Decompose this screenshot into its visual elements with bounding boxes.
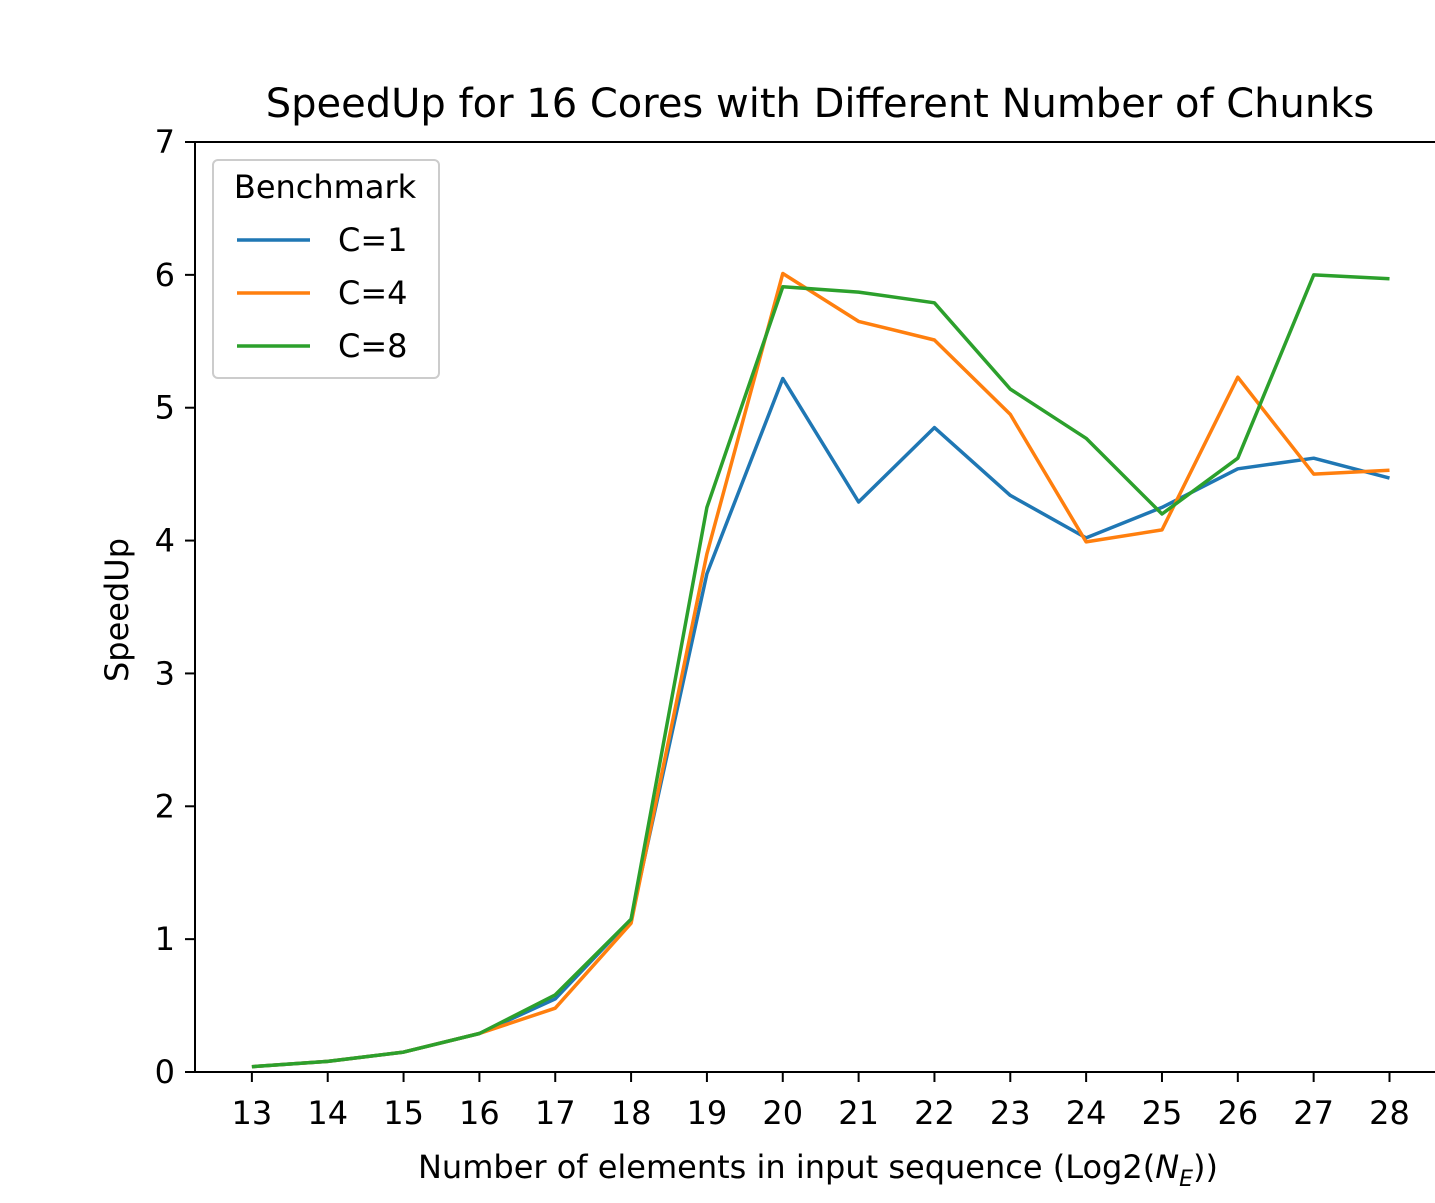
x-tick-label: 27 (1293, 1094, 1334, 1132)
x-tick-label: 22 (914, 1094, 955, 1132)
x-tick-label: 18 (611, 1094, 652, 1132)
y-axis-label: SpeedUp (98, 538, 136, 682)
y-tick-label: 6 (155, 256, 175, 294)
y-tick-label: 2 (155, 787, 175, 825)
x-axis-label-variable: N (1155, 1148, 1179, 1186)
legend-title: Benchmark (234, 168, 417, 206)
x-axis-label: Number of elements in input sequence (Lo… (418, 1148, 1218, 1192)
series-line-c-8 (251, 273, 1390, 1069)
x-tick-label: 25 (1142, 1094, 1183, 1132)
y-tick-label: 3 (155, 654, 175, 692)
x-tick-label: 28 (1369, 1094, 1410, 1132)
x-tick-label: 16 (459, 1094, 500, 1132)
x-tick-label: 17 (535, 1094, 576, 1132)
x-tick-label: 13 (232, 1094, 273, 1132)
x-tick-label: 24 (1066, 1094, 1107, 1132)
y-tick-label: 4 (155, 522, 175, 560)
legend: Benchmark C=1 C=4 C=8 (212, 159, 440, 379)
x-tick-label: 15 (383, 1094, 424, 1132)
x-axis-label-suffix: )) (1193, 1148, 1218, 1186)
y-tick-label: 5 (155, 389, 175, 427)
chart-title: SpeedUp for 16 Cores with Different Numb… (266, 81, 1374, 127)
y-tick-label: 7 (155, 123, 175, 161)
legend-frame (212, 159, 440, 379)
legend-label-c-8: C=8 (338, 327, 408, 365)
legend-label-c-4: C=4 (338, 274, 408, 312)
y-tick-label: 1 (155, 920, 175, 958)
series-line-c-1 (251, 376, 1390, 1069)
series-line-c-4 (251, 271, 1390, 1069)
x-tick-label: 23 (990, 1094, 1031, 1132)
x-tick-label: 19 (687, 1094, 728, 1132)
legend-entries: C=1 C=4 C=8 (237, 221, 408, 365)
x-tick-label: 21 (838, 1094, 879, 1132)
x-axis-label-subscript: E (1179, 1167, 1193, 1192)
legend-label-c-1: C=1 (338, 221, 408, 259)
x-tick-label: 26 (1217, 1094, 1258, 1132)
x-axis-label-prefix: Number of elements in input sequence (Lo… (418, 1148, 1155, 1186)
x-tick-label: 20 (762, 1094, 803, 1132)
x-tick-label: 14 (307, 1094, 348, 1132)
y-tick-label: 0 (155, 1053, 175, 1091)
